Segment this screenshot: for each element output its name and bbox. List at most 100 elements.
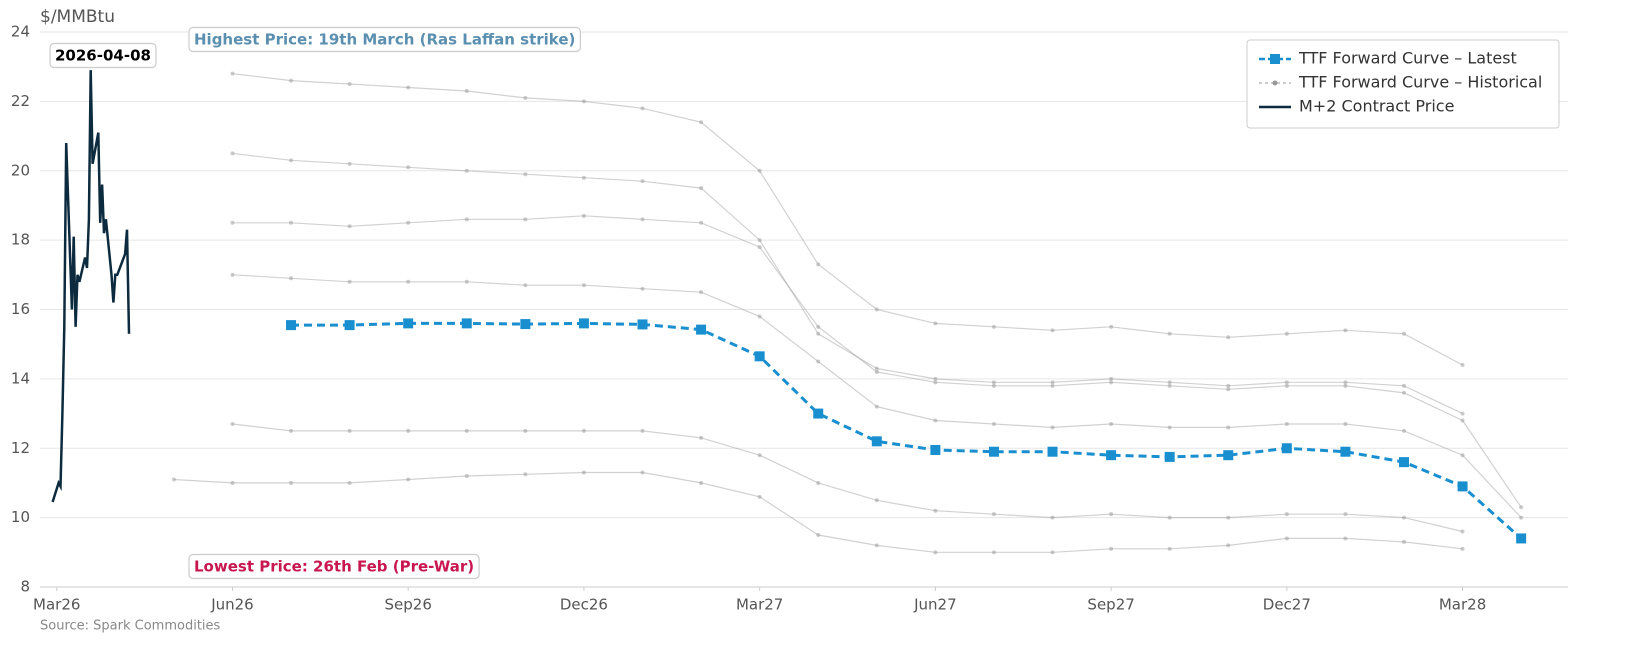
annotation: 2026-04-08 — [49, 42, 157, 69]
historical-point — [230, 480, 235, 485]
historical-point — [289, 480, 294, 485]
historical-point — [874, 404, 879, 409]
legend-label: TTF Forward Curve – Historical — [1298, 73, 1542, 92]
historical-point — [581, 99, 586, 104]
historical-point — [464, 217, 469, 222]
historical-point — [1050, 550, 1055, 555]
historical-point — [1343, 383, 1348, 388]
historical-point — [874, 307, 879, 312]
historical-point — [991, 550, 996, 555]
historical-point — [991, 324, 996, 329]
historical-point — [1050, 328, 1055, 333]
historical-point — [1284, 421, 1289, 426]
historical-point — [933, 321, 938, 326]
historical-point — [1343, 380, 1348, 385]
historical-point — [933, 376, 938, 381]
historical-point — [523, 217, 528, 222]
historical-point — [757, 238, 762, 243]
latest-point — [286, 320, 297, 331]
historical-point — [1401, 428, 1406, 433]
legend-label: M+2 Contract Price — [1299, 97, 1454, 116]
historical-point — [523, 283, 528, 288]
historical-point — [406, 279, 411, 284]
historical-point — [640, 470, 645, 475]
historical-point — [1460, 411, 1465, 416]
annotation: Highest Price: 19th March (Ras Laffan st… — [188, 26, 581, 53]
x-tick-label: Jun27 — [913, 596, 957, 614]
historical-point — [816, 324, 821, 329]
latest-point — [1281, 443, 1292, 454]
historical-point — [1050, 515, 1055, 520]
historical-point — [933, 418, 938, 423]
latest-point — [930, 444, 941, 455]
historical-point — [1050, 383, 1055, 388]
historical-point — [406, 220, 411, 225]
historical-point — [816, 480, 821, 485]
y-tick-label: 16 — [11, 300, 30, 318]
historical-point — [1226, 383, 1231, 388]
historical-point — [347, 82, 352, 87]
historical-point — [699, 186, 704, 191]
y-tick-label: 12 — [11, 439, 30, 457]
historical-point — [1167, 380, 1172, 385]
historical-point — [991, 512, 996, 517]
x-tick-label: Dec27 — [1263, 596, 1311, 614]
x-tick-label: Mar28 — [1439, 596, 1486, 614]
annotation-box — [188, 26, 581, 53]
x-tick-label: Sep26 — [385, 596, 432, 614]
legend-marker — [1270, 54, 1280, 64]
historical-point — [464, 168, 469, 173]
historical-point — [816, 262, 821, 267]
historical-point — [464, 88, 469, 93]
historical-point — [406, 428, 411, 433]
x-tick-label: Dec26 — [560, 596, 608, 614]
historical-curve — [232, 73, 1463, 366]
historical-point — [1460, 529, 1465, 534]
latest-point — [1516, 533, 1527, 544]
historical-point — [406, 85, 411, 90]
historical-point — [757, 494, 762, 499]
historical-point — [1343, 328, 1348, 333]
historical-point — [230, 421, 235, 426]
historical-point — [1050, 380, 1055, 385]
historical-point — [1109, 380, 1114, 385]
historical-point — [991, 383, 996, 388]
historical-point — [757, 245, 762, 250]
latest-point — [696, 324, 707, 335]
historical-point — [933, 380, 938, 385]
historical-point — [289, 276, 294, 281]
historical-point — [1226, 387, 1231, 392]
historical-point — [757, 453, 762, 458]
historical-curve — [232, 215, 1522, 508]
x-tick-label: Jun26 — [210, 596, 254, 614]
historical-point — [1284, 331, 1289, 336]
historical-point — [874, 366, 879, 371]
historical-point — [1343, 421, 1348, 426]
latest-point — [1106, 450, 1117, 461]
historical-point — [874, 543, 879, 548]
historical-point — [230, 151, 235, 156]
historical-point — [464, 474, 469, 478]
x-tick-label: Mar26 — [33, 596, 80, 614]
historical-point — [581, 470, 586, 475]
historical-curve — [232, 152, 1463, 415]
historical-point — [347, 161, 352, 166]
historical-point — [289, 428, 294, 433]
historical-point — [406, 165, 411, 170]
latest-point — [813, 408, 824, 419]
historical-point — [1167, 515, 1172, 520]
y-tick-label: 10 — [11, 508, 30, 526]
historical-point — [640, 286, 645, 291]
historical-point — [933, 508, 938, 513]
legend-box — [1246, 39, 1560, 129]
y-tick-label: 24 — [11, 23, 30, 41]
historical-point — [230, 272, 235, 277]
historical-point — [699, 220, 704, 225]
historical-point — [1460, 418, 1465, 423]
latest-point — [461, 318, 472, 329]
historical-point — [1109, 324, 1114, 329]
historical-point — [874, 369, 879, 374]
annotation-box — [188, 553, 480, 580]
annotation-text: 2026-04-08 — [55, 47, 151, 65]
historical-point — [1519, 505, 1524, 510]
